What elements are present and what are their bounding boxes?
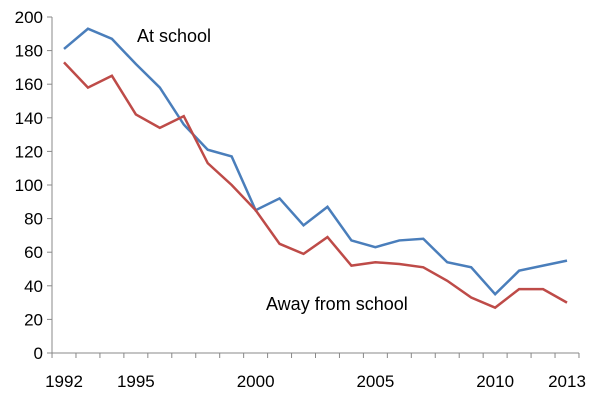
y-tick-label: 200 [15,8,43,27]
y-tick-label: 100 [15,176,43,195]
y-tick-label: 140 [15,109,43,128]
y-tick-label: 80 [24,210,43,229]
y-tick-label: 40 [24,277,43,296]
axes [47,16,580,358]
y-tick-label: 60 [24,243,43,262]
x-tick-label: 1992 [45,372,83,391]
y-tick-label: 160 [15,75,43,94]
x-tick-label: 2005 [356,372,394,391]
series-label-away-from-school: Away from school [266,294,408,314]
y-tick-label: 120 [15,142,43,161]
series-line-away-from-school [63,61,568,310]
y-tick-label: 0 [34,344,43,363]
y-tick-label: 180 [15,42,43,61]
x-tick-label: 2010 [476,372,514,391]
series-lines [63,27,568,310]
y-tick-label: 20 [24,310,43,329]
x-tick-label: 2000 [237,372,275,391]
tick-labels: 0 20 40 60 80 100 120 140 160 180 200 1992 1995 2000 2… [15,8,586,391]
series-line-at-school [63,27,568,297]
series-label-at-school: At school [137,26,211,46]
x-tick-label: 2013 [548,372,586,391]
x-tick-label: 1995 [117,372,155,391]
